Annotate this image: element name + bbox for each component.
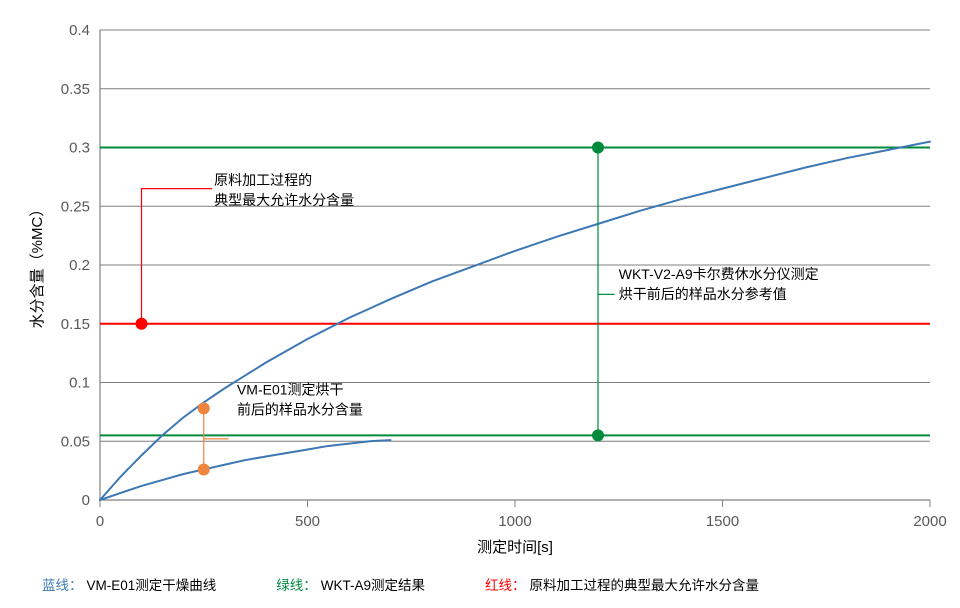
x-tick-label: 2000 <box>913 513 946 530</box>
annotation-green-line2: 烘干前后的样品水分参考值 <box>619 286 787 302</box>
legend-row: 蓝线： VM-E01测定干燥曲线 绿线： WKT-A9测定结果 红线： 原料加工… <box>42 574 940 594</box>
y-tick-label: 0.1 <box>69 375 90 392</box>
y-tick-label: 0.3 <box>69 140 90 157</box>
legend-text-green: WKT-A9测定结果 <box>321 574 425 594</box>
x-tick-label: 1500 <box>706 513 739 530</box>
y-tick-label: 0.2 <box>69 257 90 274</box>
annotation-orange-line2: 前后的样品水分含量 <box>237 401 363 417</box>
y-tick-label: 0.25 <box>61 198 90 215</box>
y-tick-label: 0 <box>82 492 90 509</box>
chart-svg: 0 0.05 0.1 0.15 0.2 0.25 0.3 0.35 0.4 0 500 1000 150… <box>0 0 960 608</box>
series-curve-lower <box>100 440 391 500</box>
legend-item-green: 绿线： WKT-A9测定结果 <box>276 574 425 594</box>
y-tick-label: 0.15 <box>61 316 90 333</box>
y-tick-label: 0.4 <box>69 22 90 39</box>
marker-green-dot-up <box>592 142 604 154</box>
legend-item-blue: 蓝线： VM-E01测定干燥曲线 <box>42 574 216 594</box>
y-tick-label: 0.35 <box>61 81 90 98</box>
chart-container: 0 0.05 0.1 0.15 0.2 0.25 0.3 0.35 0.4 0 500 1000 150… <box>0 0 960 608</box>
legend-swatch-blue: 蓝线： <box>42 574 83 594</box>
y-axis-title: 水分含量（%MC） <box>29 202 46 329</box>
y-tick-label: 0.05 <box>61 433 90 450</box>
legend-item-red: 红线： 原料加工过程的典型最大允许水分含量 <box>485 574 759 594</box>
annotation-green-line1: WKT-V2-A9卡尔费休水分仪测定 <box>619 266 819 282</box>
legend-text-red: 原料加工过程的典型最大允许水分含量 <box>530 574 760 594</box>
marker-orange-dot-u <box>198 402 210 414</box>
x-tick-label: 1000 <box>498 513 531 530</box>
annotation-red-line1: 原料加工过程的 <box>214 172 312 188</box>
x-tick-label: 0 <box>96 513 104 530</box>
legend-swatch-red: 红线： <box>485 574 526 594</box>
marker-green-dot-lo <box>592 429 604 441</box>
annotation-red-line2: 典型最大允许水分含量 <box>214 192 354 208</box>
legend-text-blue: VM-E01测定干燥曲线 <box>87 574 217 594</box>
marker-red-dot <box>136 318 148 330</box>
annotation-connector-red <box>142 189 213 324</box>
marker-orange-dot-l <box>198 463 210 475</box>
x-axis-title: 测定时间[s] <box>477 539 553 556</box>
annotation-orange-line1: VM-E01测定烘干 <box>237 381 344 397</box>
legend-swatch-green: 绿线： <box>276 574 317 594</box>
x-tick-label: 500 <box>295 513 320 530</box>
